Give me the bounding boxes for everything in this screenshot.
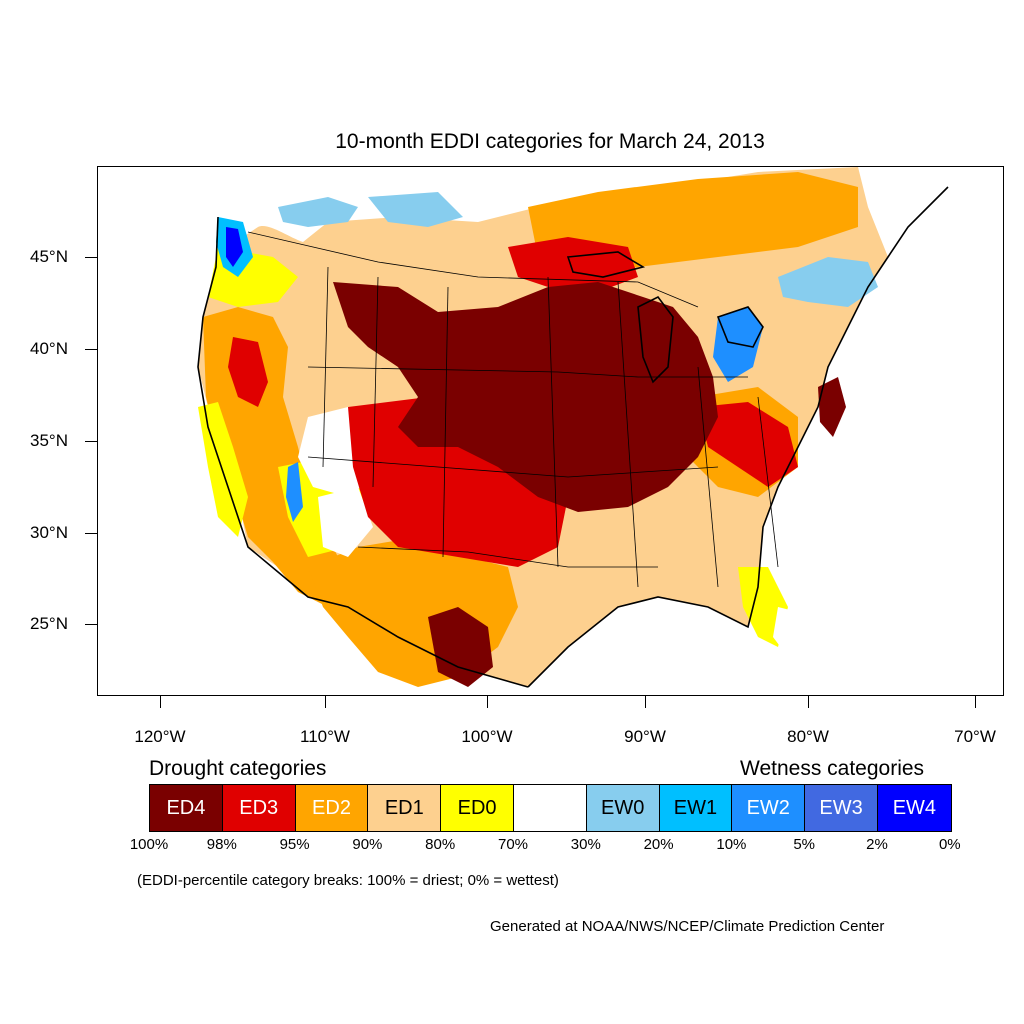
lon-label-80w: 80°W [787,727,829,746]
legend-box-ed1: ED1 [368,785,442,831]
lat-tick [85,533,97,535]
ew4-region-puget-sound [226,227,243,267]
lat-label-25: 25°N [30,614,68,633]
map-title: 10-month EDDI categories for March 24, 2… [335,130,765,153]
map-panel [97,166,1004,696]
legend-box-ew1: EW1 [659,785,733,831]
lon-tick [808,696,810,708]
legend-box-ed3: ED3 [222,785,296,831]
state-borders [247,231,779,588]
lon-tick [645,696,647,708]
ed4-region-east-coast [818,377,846,437]
lat-label-40: 40°N [30,339,68,358]
lon-tick [975,696,977,708]
percent-break-label: 95% [279,836,310,853]
category-note: (EDDI-percentile category breaks: 100% =… [137,872,559,889]
lat-label-45: 45°N [30,247,68,266]
percent-break-label: 5% [793,836,816,853]
lat-label-35: 35°N [30,431,68,450]
lon-label-70w: 70°W [954,727,996,746]
ew0-region-canada-west [278,197,358,227]
lat-tick [85,441,97,443]
ew0-region-canada-central [368,192,463,227]
lat-tick [85,257,97,259]
percent-break-label: 80% [425,836,456,853]
lon-tick [487,696,489,708]
lon-label-110w: 110°W [300,727,350,746]
lon-label-90w: 90°W [624,727,666,746]
lat-tick [85,349,97,351]
legend-box-ed2: ED2 [295,785,369,831]
wetness-heading: Wetness categories [740,757,925,780]
lon-tick [160,696,162,708]
ed4-region-southwest [428,607,493,687]
legend-box-ew0: EW0 [586,785,660,831]
legend-box-ed0: ED0 [441,785,514,831]
percent-break-label: 0% [938,836,961,853]
lon-tick [325,696,327,708]
drought-heading: Drought categories [149,757,327,780]
percent-break-label: 30% [570,836,601,853]
legend-box-ew3: EW3 [805,785,878,831]
near-normal-region-southwest [318,487,373,557]
legend-box-ed4: ED4 [150,785,223,831]
near-normal-region-florida [773,607,798,657]
ed3-region-southeast [698,402,798,487]
legend-box-ew2: EW2 [732,785,806,831]
ew2-region-southwest-border [286,462,303,522]
percent-break-label: 70% [497,836,529,853]
credit-line: Generated at NOAA/NWS/NCEP/Climate Predi… [490,918,885,935]
lat-tick [85,624,97,626]
coastlines [197,186,949,688]
ed3-region-west [228,337,268,407]
eddi-map [197,167,949,688]
ew0-region-northeast [778,257,878,307]
lon-label-120w: 120°W [134,727,186,746]
legend-color-bar: ED4 ED3 ED2 ED1 ED0 EW0 EW1 EW2 EW3 EW4 [149,784,952,832]
ed3-region-north [508,237,638,292]
percent-break-label: 98% [206,836,237,853]
percent-break-label: 2% [866,836,888,853]
legend-box-normal [513,785,587,831]
lon-label-100w: 100°W [461,727,513,746]
percent-break-label: 100% [129,836,169,853]
legend-box-ew4: EW4 [877,785,951,831]
percent-break-label: 90% [352,836,383,853]
percent-break-label: 20% [643,836,674,853]
lat-label-30: 30°N [30,523,68,542]
percent-break-label: 10% [716,836,747,853]
